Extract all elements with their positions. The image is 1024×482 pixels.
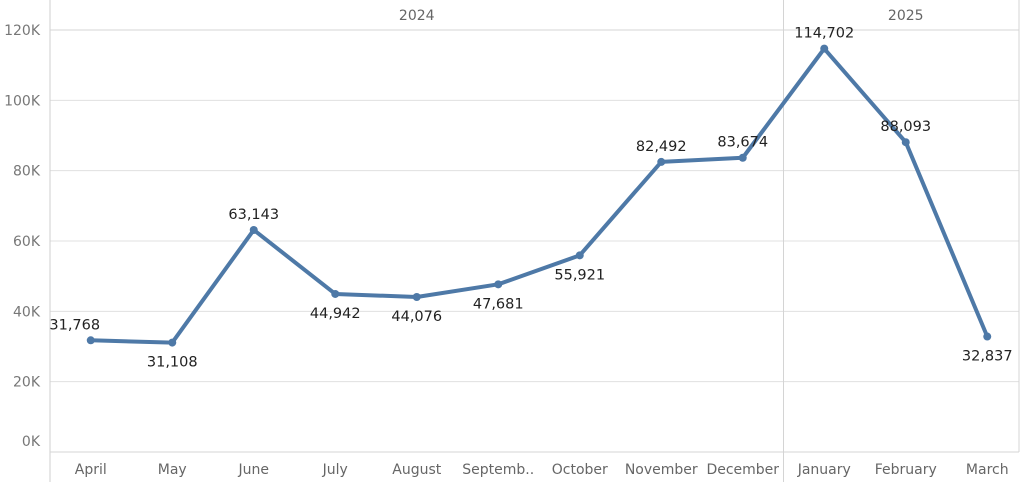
x-tick-label: October	[552, 462, 608, 478]
x-tick-label: April	[75, 462, 107, 478]
data-label: 88,093	[880, 119, 931, 135]
data-label: 83,674	[717, 135, 768, 151]
data-point	[331, 289, 340, 298]
y-tick-label: 80K	[13, 164, 41, 180]
y-tick-label: 40K	[13, 304, 41, 320]
data-label: 44,076	[391, 309, 442, 325]
x-tick-label: February	[875, 462, 937, 478]
y-tick-label: 60K	[13, 234, 41, 250]
x-tick-label: January	[797, 462, 851, 478]
data-point	[494, 280, 503, 289]
data-label: 31,768	[49, 317, 100, 333]
x-tick-label: November	[625, 462, 698, 478]
x-tick-label: Septemb..	[462, 462, 534, 478]
data-point	[738, 153, 747, 162]
y-tick-label: 100K	[4, 93, 41, 109]
x-tick-label: March	[966, 462, 1009, 478]
x-tick-label: July	[322, 462, 348, 478]
data-label: 31,108	[147, 355, 198, 371]
data-label: 55,921	[554, 267, 605, 283]
data-point	[901, 138, 910, 147]
data-point	[86, 336, 95, 345]
y-tick-label: 20K	[13, 375, 41, 391]
data-label: 32,837	[962, 349, 1013, 365]
x-tick-label: May	[158, 462, 187, 478]
data-point	[983, 332, 992, 341]
data-point	[657, 157, 666, 166]
data-point	[249, 225, 258, 234]
data-point	[412, 292, 421, 301]
data-label: 114,702	[794, 26, 854, 42]
series-line	[88, 46, 990, 345]
data-label: 82,492	[636, 139, 687, 155]
data-label: 44,942	[310, 306, 361, 322]
x-tick-label: December	[706, 462, 779, 478]
year-label: 2024	[399, 8, 435, 24]
x-tick-label: June	[238, 462, 270, 478]
data-point	[168, 338, 177, 347]
data-point	[820, 44, 829, 53]
year-label: 2025	[888, 8, 924, 24]
data-point	[575, 251, 584, 260]
data-label: 47,681	[473, 296, 524, 312]
y-tick-label: 0K	[22, 434, 41, 450]
data-label: 63,143	[228, 207, 279, 223]
x-tick-label: August	[392, 462, 442, 478]
y-tick-label: 120K	[4, 23, 41, 39]
